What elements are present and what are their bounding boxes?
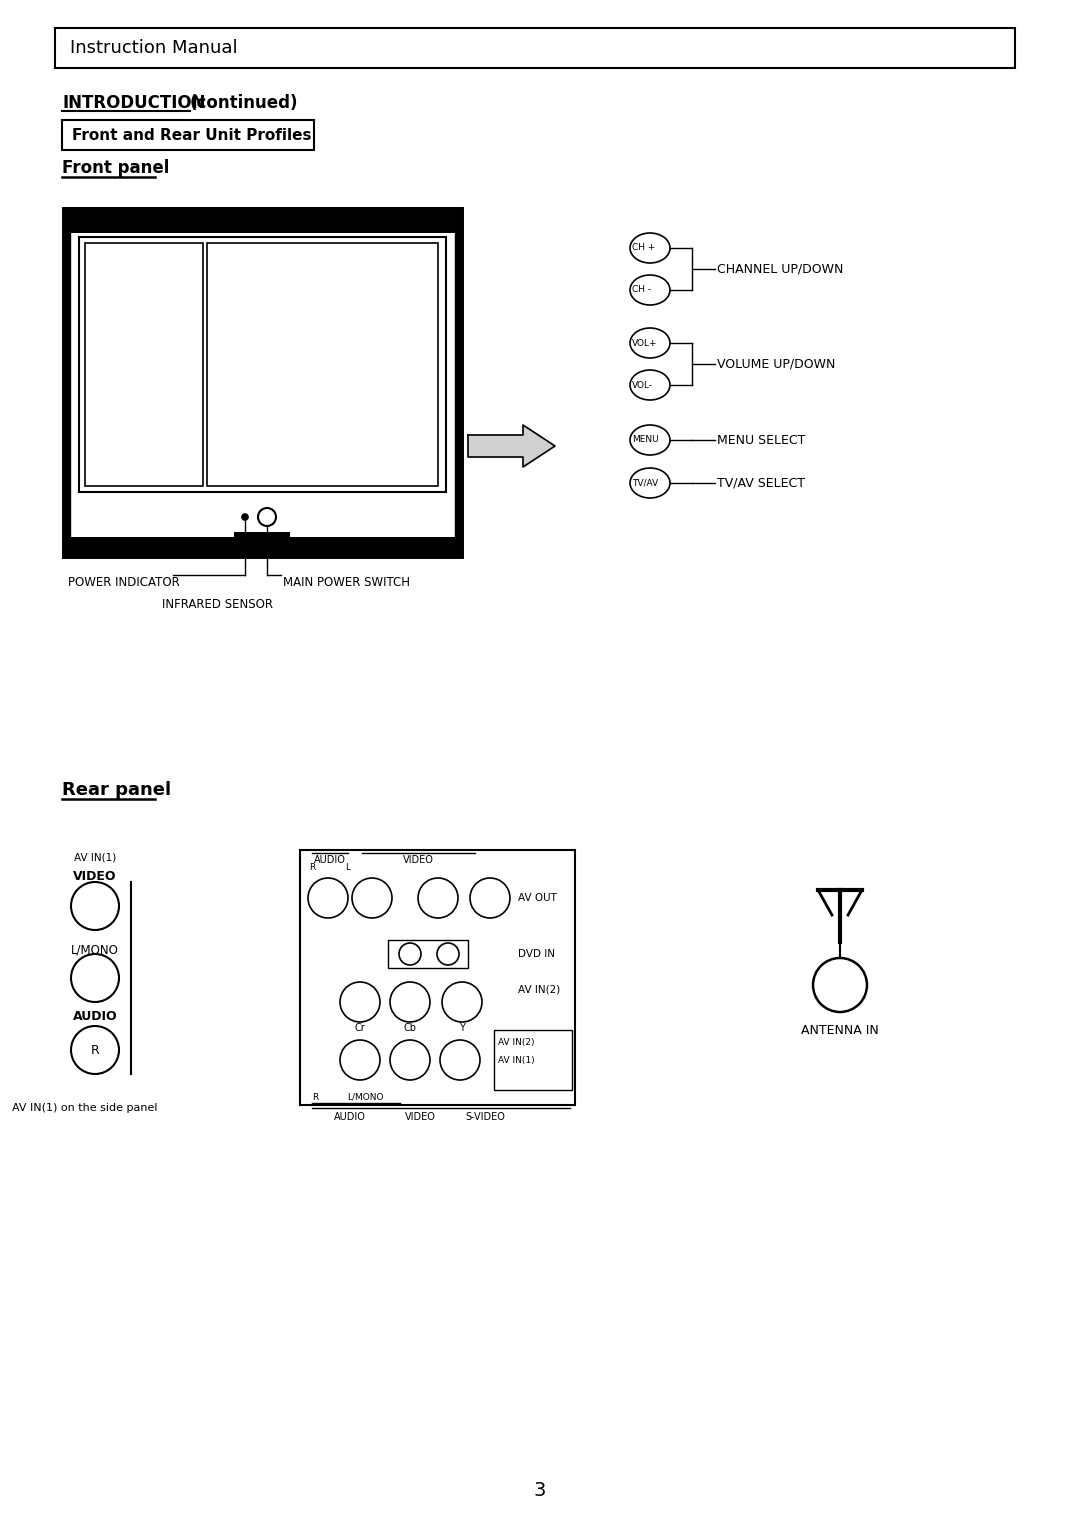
Circle shape bbox=[71, 882, 119, 931]
Text: R: R bbox=[309, 862, 315, 871]
Bar bbox=[70, 215, 455, 550]
Circle shape bbox=[442, 983, 482, 1022]
Circle shape bbox=[71, 1025, 119, 1074]
Circle shape bbox=[308, 879, 348, 918]
Text: Instruction Manual: Instruction Manual bbox=[70, 40, 238, 57]
Text: VIDEO: VIDEO bbox=[405, 1112, 435, 1122]
Text: TV/AV: TV/AV bbox=[632, 478, 658, 487]
Circle shape bbox=[418, 879, 458, 918]
Bar bbox=[207, 243, 438, 486]
Circle shape bbox=[242, 513, 248, 520]
Text: L: L bbox=[346, 862, 351, 871]
Text: Rear panel: Rear panel bbox=[62, 781, 171, 799]
Text: Front and Rear Unit Profiles: Front and Rear Unit Profiles bbox=[72, 127, 311, 142]
Text: L/MONO: L/MONO bbox=[347, 1093, 383, 1102]
Text: ANTENNA IN: ANTENNA IN bbox=[801, 1024, 879, 1036]
Circle shape bbox=[813, 958, 867, 1012]
Bar bbox=[65, 209, 460, 555]
Text: VOL+: VOL+ bbox=[632, 339, 658, 347]
Text: TV/AV SELECT: TV/AV SELECT bbox=[717, 477, 805, 489]
Text: MENU: MENU bbox=[632, 435, 659, 445]
Text: AV IN(1) on the side panel: AV IN(1) on the side panel bbox=[12, 1103, 158, 1112]
Text: AV IN(1): AV IN(1) bbox=[498, 1056, 535, 1065]
Text: AV IN(2): AV IN(2) bbox=[498, 1039, 535, 1048]
Ellipse shape bbox=[630, 232, 670, 263]
Text: R: R bbox=[91, 1044, 99, 1056]
Text: INTRODUCTION: INTRODUCTION bbox=[62, 95, 205, 112]
Ellipse shape bbox=[630, 370, 670, 400]
Text: AV IN(2): AV IN(2) bbox=[518, 986, 561, 995]
Circle shape bbox=[258, 507, 276, 526]
Bar bbox=[234, 532, 291, 541]
Circle shape bbox=[399, 943, 421, 966]
Text: S-VIDEO: S-VIDEO bbox=[465, 1112, 505, 1122]
Bar bbox=[55, 28, 1015, 69]
Text: CH -: CH - bbox=[632, 286, 651, 295]
Text: MAIN POWER SWITCH: MAIN POWER SWITCH bbox=[283, 576, 410, 590]
Ellipse shape bbox=[630, 275, 670, 306]
Circle shape bbox=[352, 879, 392, 918]
Circle shape bbox=[340, 983, 380, 1022]
Text: AV OUT: AV OUT bbox=[518, 892, 557, 903]
Text: VIDEO: VIDEO bbox=[73, 869, 117, 883]
Bar bbox=[70, 215, 455, 232]
Text: AUDIO: AUDIO bbox=[314, 856, 346, 865]
Text: VOL-: VOL- bbox=[632, 380, 653, 390]
Ellipse shape bbox=[630, 468, 670, 498]
Bar bbox=[494, 1030, 572, 1089]
Text: DVD IN: DVD IN bbox=[518, 949, 555, 960]
Text: R: R bbox=[312, 1093, 319, 1102]
Circle shape bbox=[390, 1041, 430, 1080]
Polygon shape bbox=[468, 425, 555, 468]
Text: CHANNEL UP/DOWN: CHANNEL UP/DOWN bbox=[717, 263, 843, 275]
Text: (continued): (continued) bbox=[190, 95, 298, 112]
Bar bbox=[62, 121, 314, 150]
Text: INFRARED SENSOR: INFRARED SENSOR bbox=[162, 599, 272, 611]
Text: VOLUME UP/DOWN: VOLUME UP/DOWN bbox=[717, 358, 835, 370]
Bar bbox=[79, 237, 446, 492]
Text: AV IN(1): AV IN(1) bbox=[73, 853, 117, 863]
Text: AUDIO: AUDIO bbox=[72, 1010, 118, 1022]
Bar bbox=[85, 243, 203, 486]
Circle shape bbox=[390, 983, 430, 1022]
Text: MENU SELECT: MENU SELECT bbox=[717, 434, 806, 446]
Ellipse shape bbox=[630, 425, 670, 455]
Text: 3: 3 bbox=[534, 1481, 546, 1499]
Text: AUDIO: AUDIO bbox=[334, 1112, 366, 1122]
Ellipse shape bbox=[630, 329, 670, 358]
Circle shape bbox=[437, 943, 459, 966]
Text: POWER INDICATOR: POWER INDICATOR bbox=[68, 576, 179, 590]
Text: CH +: CH + bbox=[632, 243, 656, 252]
Text: VIDEO: VIDEO bbox=[403, 856, 433, 865]
Circle shape bbox=[470, 879, 510, 918]
Circle shape bbox=[71, 953, 119, 1002]
Text: Y: Y bbox=[459, 1024, 464, 1033]
Text: L/MONO: L/MONO bbox=[71, 943, 119, 957]
Text: Cb: Cb bbox=[404, 1024, 417, 1033]
Circle shape bbox=[440, 1041, 480, 1080]
Text: Cr: Cr bbox=[354, 1024, 365, 1033]
Bar bbox=[388, 940, 468, 969]
Text: Front panel: Front panel bbox=[62, 159, 170, 177]
Circle shape bbox=[340, 1041, 380, 1080]
Bar bbox=[70, 536, 455, 552]
Bar bbox=[300, 850, 575, 1105]
